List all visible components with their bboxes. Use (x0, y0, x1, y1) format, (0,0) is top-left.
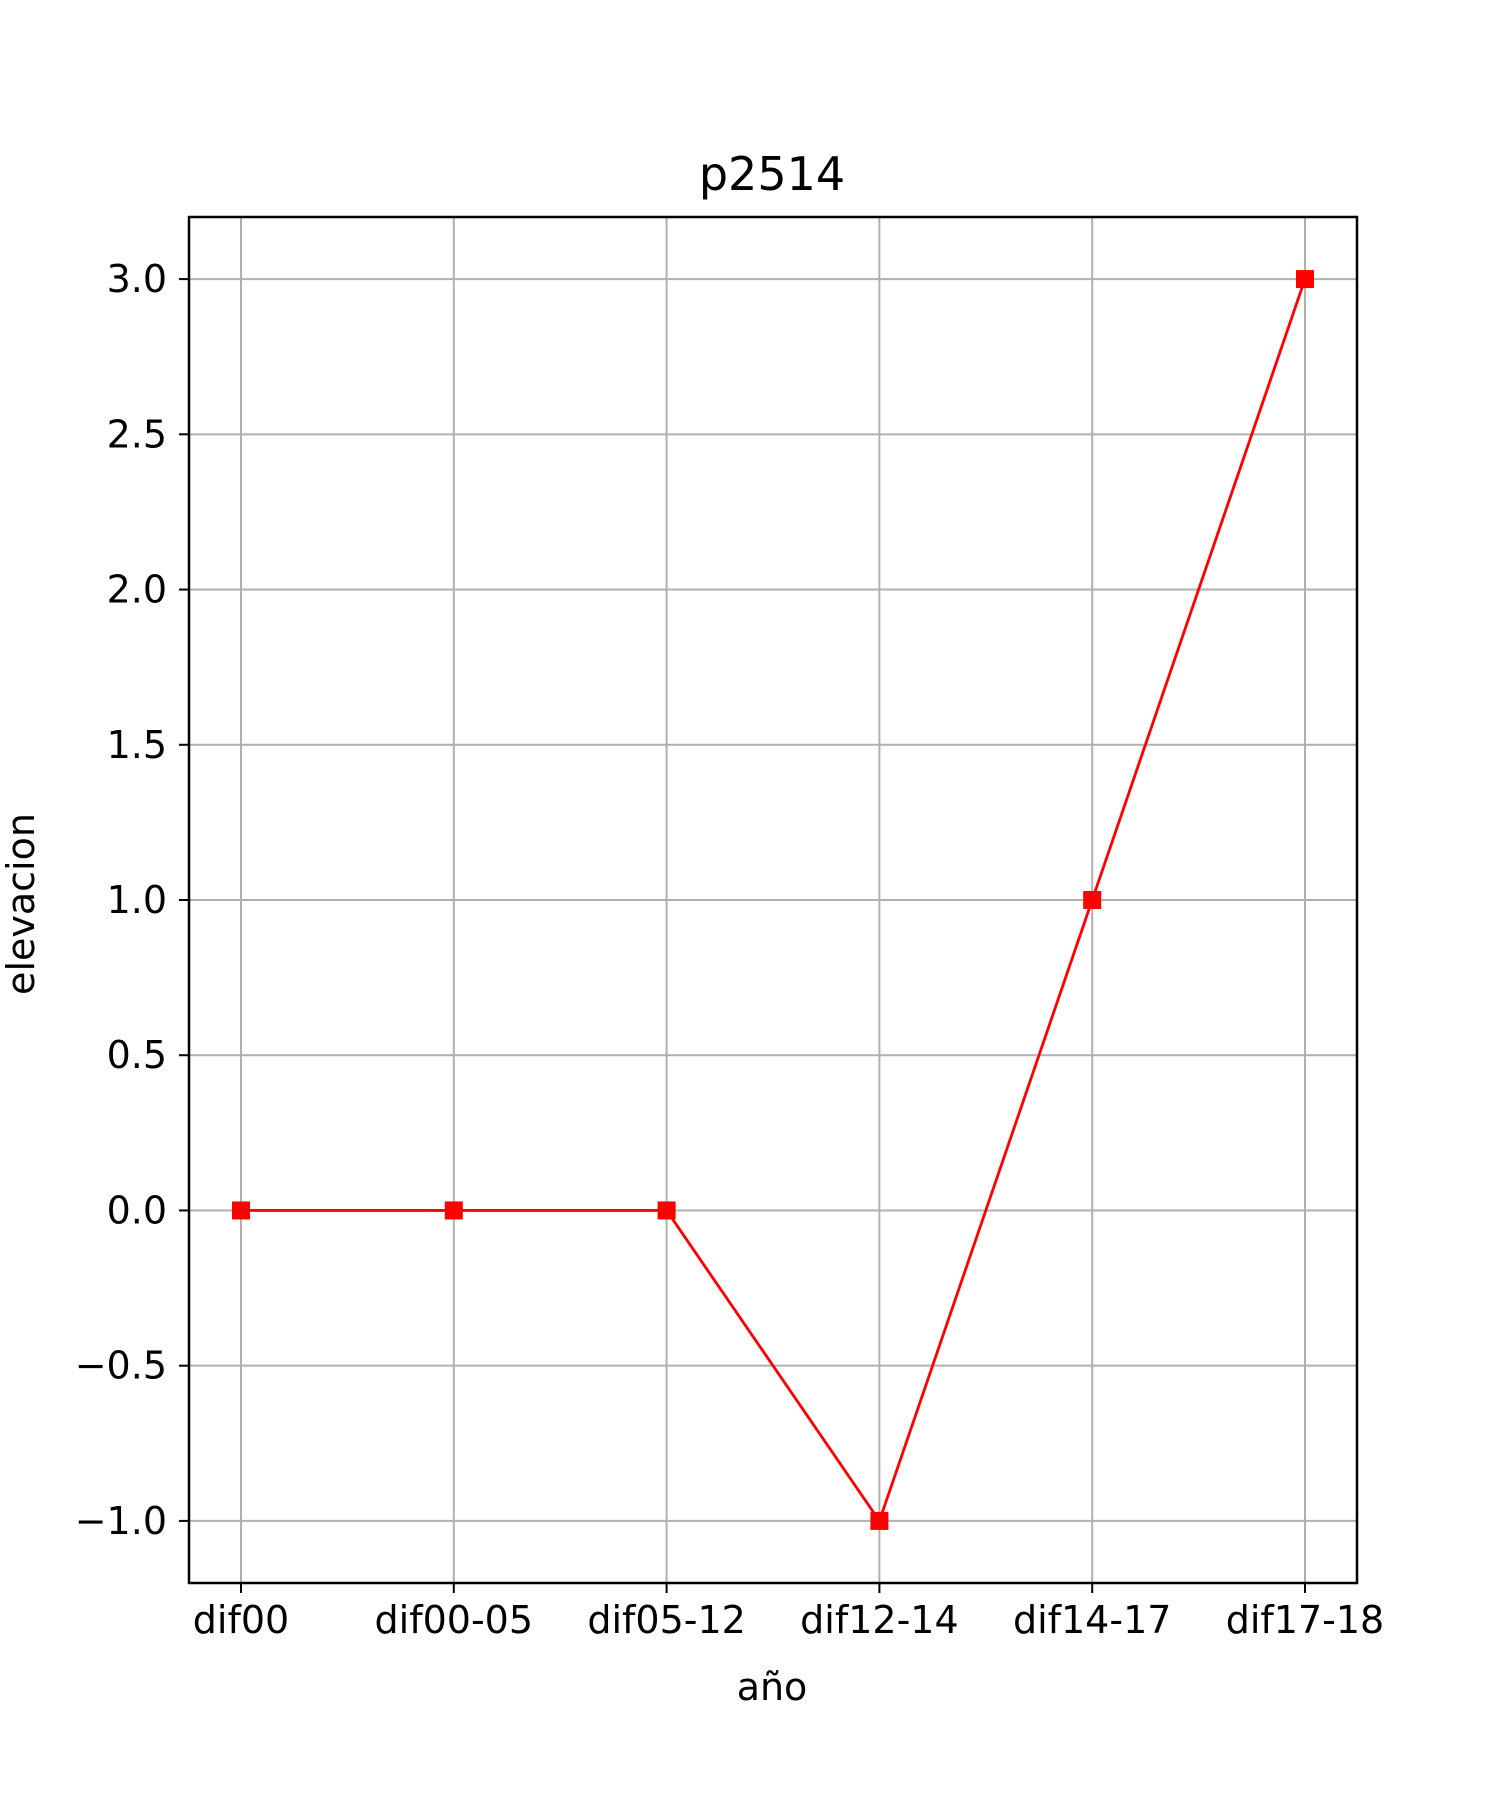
y-tick-label: 3.0 (107, 257, 167, 301)
series-layer (232, 270, 1314, 1530)
y-tick-label: 2.5 (107, 412, 167, 456)
y-tick-label: −1.0 (75, 1499, 167, 1543)
y-axis-label: elevacion (0, 813, 43, 995)
y-tick-label: 1.0 (107, 878, 167, 922)
x-tick-label: dif14-17 (1013, 1598, 1171, 1642)
x-axis: dif00 dif00-05 dif05-12 dif12-14 dif14-17 dif… (193, 1583, 1384, 1642)
chart-title: p2514 (699, 147, 845, 201)
y-tick-label: −0.5 (75, 1344, 167, 1388)
data-point-marker (1083, 891, 1102, 909)
y-tick-label: 1.5 (107, 723, 167, 767)
data-point-marker (1296, 270, 1314, 289)
data-point-marker (657, 1201, 676, 1220)
series-line (241, 278, 1307, 1524)
x-tick-label: dif12-14 (800, 1598, 958, 1642)
x-tick-label: dif00-05 (375, 1598, 533, 1642)
y-tick-label: 2.0 (107, 568, 167, 612)
data-point-marker (232, 1201, 250, 1220)
x-tick-label: dif05-12 (587, 1598, 745, 1642)
y-tick-label: 0.5 (107, 1033, 167, 1077)
x-tick-label: dif00 (193, 1598, 289, 1642)
x-axis-label: año (737, 1665, 808, 1709)
y-tick-label: 0.0 (107, 1188, 167, 1232)
data-point-marker (870, 1511, 889, 1530)
x-tick-label: dif17-18 (1226, 1598, 1384, 1642)
data-point-marker (444, 1201, 463, 1220)
y-axis: −1.0 −0.5 0.0 0.5 1.0 1.5 2.0 2.5 3.0 (75, 257, 189, 1543)
